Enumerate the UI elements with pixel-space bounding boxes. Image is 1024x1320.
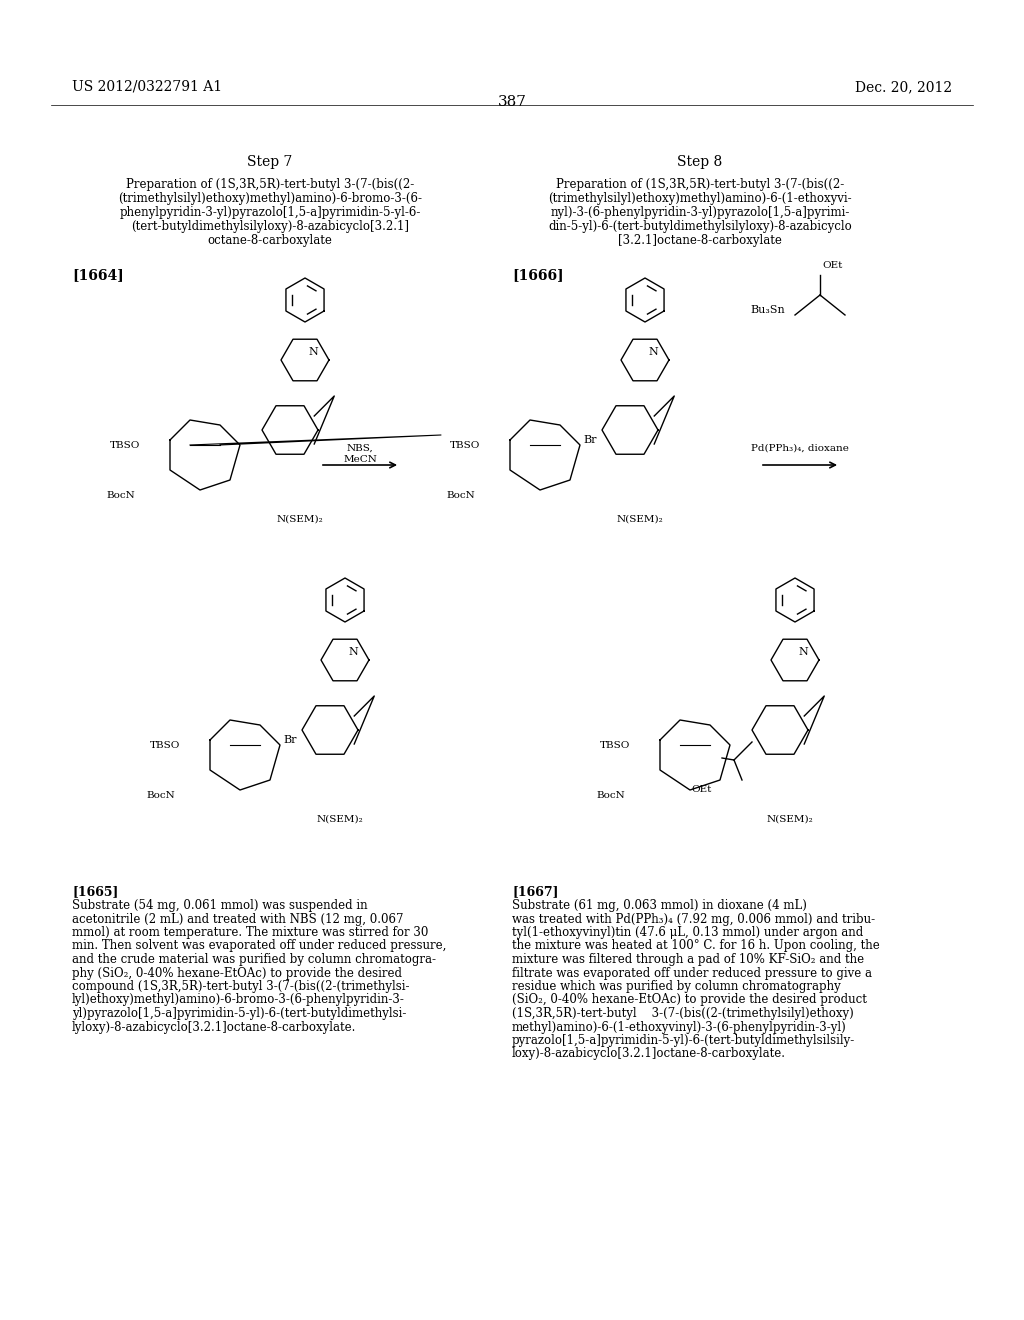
Text: [1666]: [1666] [512, 268, 563, 282]
Text: Br: Br [584, 436, 597, 445]
Text: TBSO: TBSO [110, 441, 140, 450]
Text: N(SEM)₂: N(SEM)₂ [316, 814, 364, 824]
Text: (SiO₂, 0-40% hexane-EtOAc) to provide the desired product: (SiO₂, 0-40% hexane-EtOAc) to provide th… [512, 994, 867, 1006]
Text: N: N [648, 347, 657, 356]
Text: (1S,3R,5R)-tert-butyl    3-(7-(bis((2-(trimethylsilyl)ethoxy): (1S,3R,5R)-tert-butyl 3-(7-(bis((2-(trim… [512, 1007, 854, 1020]
Text: filtrate was evaporated off under reduced pressure to give a: filtrate was evaporated off under reduce… [512, 966, 872, 979]
Text: BocN: BocN [596, 791, 625, 800]
Text: (trimethylsilyl)ethoxy)methyl)amino)-6-bromo-3-(6-: (trimethylsilyl)ethoxy)methyl)amino)-6-b… [118, 191, 422, 205]
Text: residue which was purified by column chromatography: residue which was purified by column chr… [512, 979, 841, 993]
Text: compound (1S,3R,5R)-tert-butyl 3-(7-(bis((2-(trimethylsi-: compound (1S,3R,5R)-tert-butyl 3-(7-(bis… [72, 979, 410, 993]
Text: phy (SiO₂, 0-40% hexane-EtOAc) to provide the desired: phy (SiO₂, 0-40% hexane-EtOAc) to provid… [72, 966, 402, 979]
Text: pyrazolo[1,5-a]pyrimidin-5-yl)-6-(tert-butyldimethylsilsily-: pyrazolo[1,5-a]pyrimidin-5-yl)-6-(tert-b… [512, 1034, 855, 1047]
Text: min. Then solvent was evaporated off under reduced pressure,: min. Then solvent was evaporated off und… [72, 940, 446, 953]
Text: BocN: BocN [446, 491, 475, 499]
Text: OEt: OEt [822, 261, 843, 271]
Text: N: N [348, 647, 357, 657]
Text: the mixture was heated at 100° C. for 16 h. Upon cooling, the: the mixture was heated at 100° C. for 16… [512, 940, 880, 953]
Text: Pd(PPh₃)₄, dioxane: Pd(PPh₃)₄, dioxane [751, 444, 849, 453]
Text: NBS,: NBS, [347, 444, 374, 453]
Text: was treated with Pd(PPh₃)₄ (7.92 mg, 0.006 mmol) and tribu-: was treated with Pd(PPh₃)₄ (7.92 mg, 0.0… [512, 912, 876, 925]
Text: BocN: BocN [106, 491, 135, 499]
Text: Preparation of (1S,3R,5R)-tert-butyl 3-(7-(bis((2-: Preparation of (1S,3R,5R)-tert-butyl 3-(… [556, 178, 844, 191]
Text: N(SEM)₂: N(SEM)₂ [276, 515, 324, 524]
Text: methyl)amino)-6-(1-ethoxyvinyl)-3-(6-phenylpyridin-3-yl): methyl)amino)-6-(1-ethoxyvinyl)-3-(6-phe… [512, 1020, 847, 1034]
Text: octane-8-carboxylate: octane-8-carboxylate [208, 234, 333, 247]
Text: 387: 387 [498, 95, 526, 110]
Text: TBSO: TBSO [450, 441, 480, 450]
Text: tyl(1-ethoxyvinyl)tin (47.6 μL, 0.13 mmol) under argon and: tyl(1-ethoxyvinyl)tin (47.6 μL, 0.13 mmo… [512, 927, 863, 939]
Text: loxy)-8-azabicyclo[3.2.1]octane-8-carboxylate.: loxy)-8-azabicyclo[3.2.1]octane-8-carbox… [512, 1048, 786, 1060]
Text: acetonitrile (2 mL) and treated with NBS (12 mg, 0.067: acetonitrile (2 mL) and treated with NBS… [72, 912, 403, 925]
Text: din-5-yl)-6-(tert-butyldimethylsilyloxy)-8-azabicyclo: din-5-yl)-6-(tert-butyldimethylsilyloxy)… [548, 220, 852, 234]
Text: Dec. 20, 2012: Dec. 20, 2012 [855, 81, 952, 94]
Text: (trimethylsilyl)ethoxy)methyl)amino)-6-(1-ethoxyvi-: (trimethylsilyl)ethoxy)methyl)amino)-6-(… [548, 191, 852, 205]
Text: N(SEM)₂: N(SEM)₂ [616, 515, 664, 524]
Text: lyl)ethoxy)methyl)amino)-6-bromo-3-(6-phenylpyridin-3-: lyl)ethoxy)methyl)amino)-6-bromo-3-(6-ph… [72, 994, 404, 1006]
Text: MeCN: MeCN [343, 455, 377, 465]
Text: [1664]: [1664] [72, 268, 124, 282]
Text: Br: Br [284, 735, 297, 744]
Text: Preparation of (1S,3R,5R)-tert-butyl 3-(7-(bis((2-: Preparation of (1S,3R,5R)-tert-butyl 3-(… [126, 178, 414, 191]
Text: mixture was filtered through a pad of 10% KF-SiO₂ and the: mixture was filtered through a pad of 10… [512, 953, 864, 966]
Text: Bu₃Sn: Bu₃Sn [750, 305, 784, 315]
Text: (tert-butyldimethylsilyloxy)-8-azabicyclo[3.2.1]: (tert-butyldimethylsilyloxy)-8-azabicycl… [131, 220, 409, 234]
Text: [3.2.1]octane-8-carboxylate: [3.2.1]octane-8-carboxylate [618, 234, 782, 247]
Text: TBSO: TBSO [150, 741, 180, 750]
Text: [1665]: [1665] [72, 884, 119, 898]
Text: Substrate (61 mg, 0.063 mmol) in dioxane (4 mL): Substrate (61 mg, 0.063 mmol) in dioxane… [512, 899, 807, 912]
Text: N: N [798, 647, 808, 657]
Text: lyloxy)-8-azabicyclo[3.2.1]octane-8-carboxylate.: lyloxy)-8-azabicyclo[3.2.1]octane-8-carb… [72, 1020, 356, 1034]
Text: phenylpyridin-3-yl)pyrazolo[1,5-a]pyrimidin-5-yl-6-: phenylpyridin-3-yl)pyrazolo[1,5-a]pyrimi… [120, 206, 421, 219]
Text: and the crude material was purified by column chromatogra-: and the crude material was purified by c… [72, 953, 436, 966]
Text: Step 7: Step 7 [248, 154, 293, 169]
Text: OEt: OEt [692, 785, 712, 795]
Text: mmol) at room temperature. The mixture was stirred for 30: mmol) at room temperature. The mixture w… [72, 927, 428, 939]
Text: N: N [308, 347, 317, 356]
Text: yl)pyrazolo[1,5-a]pyrimidin-5-yl)-6-(tert-butyldimethylsi-: yl)pyrazolo[1,5-a]pyrimidin-5-yl)-6-(ter… [72, 1007, 407, 1020]
Text: nyl)-3-(6-phenylpyridin-3-yl)pyrazolo[1,5-a]pyrimi-: nyl)-3-(6-phenylpyridin-3-yl)pyrazolo[1,… [550, 206, 850, 219]
Text: BocN: BocN [146, 791, 175, 800]
Text: Substrate (54 mg, 0.061 mmol) was suspended in: Substrate (54 mg, 0.061 mmol) was suspen… [72, 899, 368, 912]
Text: Step 8: Step 8 [677, 154, 723, 169]
Text: US 2012/0322791 A1: US 2012/0322791 A1 [72, 81, 222, 94]
Text: N(SEM)₂: N(SEM)₂ [767, 814, 813, 824]
Text: [1667]: [1667] [512, 884, 558, 898]
Text: TBSO: TBSO [600, 741, 630, 750]
